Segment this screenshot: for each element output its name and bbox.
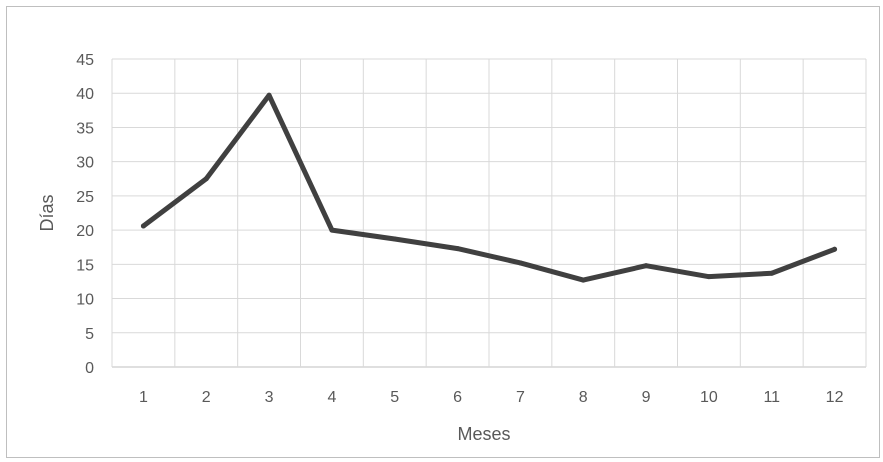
x-axis-tick-labels: 1 2 3 4 5 6 7 8 9 10 11 12 (139, 389, 844, 406)
y-tick-label: 30 (76, 155, 94, 172)
y-axis-tick-labels: 0 5 10 15 20 25 30 35 40 45 (76, 52, 94, 377)
series-group (140, 92, 838, 283)
data-point (329, 227, 335, 233)
x-tick-label: 12 (826, 389, 844, 406)
x-tick-label: 1 (139, 389, 148, 406)
data-point (392, 236, 398, 242)
data-point (517, 260, 523, 266)
data-point (580, 277, 586, 283)
data-point (643, 263, 649, 269)
y-tick-label: 45 (76, 52, 94, 69)
x-tick-label: 9 (642, 389, 651, 406)
y-tick-label: 5 (85, 326, 94, 343)
y-tick-label: 20 (76, 223, 94, 240)
x-tick-label: 3 (265, 389, 274, 406)
x-tick-label: 6 (453, 389, 462, 406)
chart-frame (6, 6, 880, 458)
x-tick-label: 2 (202, 389, 211, 406)
x-tick-label: 5 (390, 389, 399, 406)
x-tick-label: 4 (327, 389, 336, 406)
data-point (266, 92, 272, 98)
x-axis-title: Meses (457, 424, 510, 444)
data-point (203, 176, 209, 182)
data-point (455, 246, 461, 252)
y-axis-title: Días (37, 194, 57, 231)
y-tick-label: 0 (85, 360, 94, 377)
y-tick-label: 15 (76, 257, 94, 274)
data-point (832, 246, 838, 252)
series-line (140, 92, 838, 283)
y-tick-label: 10 (76, 292, 94, 309)
x-tick-label: 7 (516, 389, 525, 406)
data-point (769, 270, 775, 276)
x-tick-label: 8 (579, 389, 588, 406)
x-tick-label: 10 (700, 389, 718, 406)
data-point (140, 223, 146, 229)
y-tick-label: 35 (76, 120, 94, 137)
y-tick-label: 25 (76, 189, 94, 206)
data-point (706, 274, 712, 280)
y-tick-label: 40 (76, 86, 94, 103)
vertical-gridlines (111, 59, 867, 367)
x-tick-label: 11 (763, 389, 780, 406)
